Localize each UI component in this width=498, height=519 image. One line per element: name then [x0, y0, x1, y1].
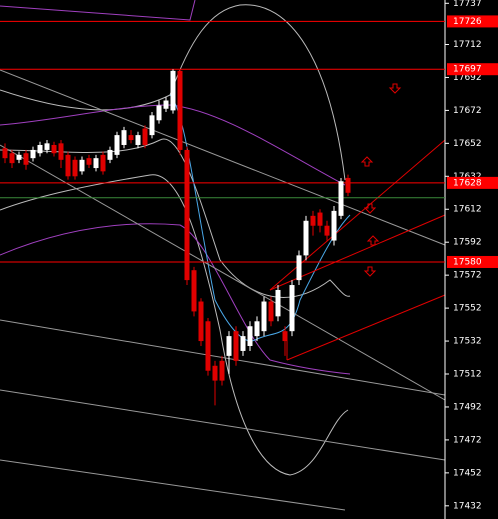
candle-body	[317, 212, 323, 226]
y-tick-label: 17472	[453, 435, 482, 445]
candle-body	[107, 149, 113, 160]
candle-body	[212, 365, 218, 381]
candle-body	[9, 153, 15, 164]
trend-line	[0, 459, 346, 511]
candle-body	[338, 181, 344, 216]
purple-lower	[0, 223, 351, 375]
candle-body	[79, 159, 85, 172]
level-label-box	[447, 176, 498, 189]
y-tick-label: 17737	[453, 0, 482, 9]
down-arrow	[363, 203, 377, 214]
y-tick-label: 17552	[453, 304, 482, 314]
candle-body	[289, 285, 295, 332]
y-tick-label: 17572	[453, 271, 482, 281]
candle-body	[191, 270, 197, 312]
purple-upper	[0, 104, 346, 186]
candle-body	[114, 135, 120, 155]
level-label-box	[447, 15, 498, 28]
candle-body	[247, 326, 253, 346]
candle-body	[149, 115, 155, 136]
level-label-box	[447, 63, 498, 76]
candle-body	[233, 331, 239, 361]
y-tick-label: 17612	[453, 205, 482, 215]
trend-line	[0, 69, 446, 246]
channel-line	[269, 139, 446, 291]
candle-body	[30, 149, 36, 159]
candle-body	[324, 225, 330, 236]
candle-body	[240, 336, 246, 351]
level-label: 17628	[453, 178, 482, 188]
candle-body	[310, 215, 316, 226]
down-arrow	[363, 266, 377, 277]
candle-body	[205, 321, 211, 371]
candle-body	[296, 255, 302, 281]
candle-body	[254, 321, 260, 337]
candle-body	[2, 148, 8, 159]
candle-body	[268, 301, 274, 322]
level-label: 17697	[453, 65, 482, 75]
y-tick-label: 17652	[453, 139, 482, 149]
candle-body	[58, 143, 64, 160]
moving-average	[0, 138, 351, 298]
candle-body	[51, 144, 57, 154]
channel-line	[286, 294, 446, 361]
candle-body	[135, 135, 141, 145]
bollinger-lower	[0, 174, 349, 476]
level-label: 17726	[453, 17, 482, 27]
y-tick-label: 17452	[453, 468, 482, 478]
candle-body	[261, 301, 267, 332]
y-tick-label: 17492	[453, 402, 482, 412]
y-tick-label: 17712	[453, 40, 482, 50]
purple-top	[0, 0, 196, 21]
candle-body	[184, 149, 190, 281]
candle-body	[100, 154, 106, 172]
candle-body	[16, 154, 22, 160]
candle-body	[226, 336, 232, 356]
indicator-lines	[0, 0, 446, 511]
candle-body	[198, 301, 204, 342]
candle-body	[275, 289, 281, 317]
candle-body	[128, 135, 134, 141]
candle-body	[72, 159, 78, 177]
candle-body	[219, 360, 225, 381]
candle-body	[156, 105, 162, 121]
level-label-box	[447, 255, 498, 268]
y-tick-label: 17432	[453, 501, 482, 511]
level-label: 17580	[453, 257, 482, 267]
candle-body	[163, 100, 169, 109]
fast-ma	[169, 94, 351, 342]
trend-line	[0, 144, 446, 401]
candle-body	[37, 144, 43, 154]
trend-line	[0, 389, 446, 461]
channel-line	[269, 214, 446, 291]
y-tick-label: 17632	[453, 172, 482, 182]
candle-body	[44, 143, 50, 150]
y-tick-label: 17672	[453, 106, 482, 116]
up-arrow	[366, 235, 380, 246]
candle-body	[121, 130, 127, 145]
candle-body	[86, 158, 92, 165]
y-tick-label: 17592	[453, 238, 482, 248]
candle-body	[331, 210, 337, 241]
candle-body	[282, 331, 288, 342]
bollinger-upper	[0, 4, 346, 181]
y-tick-label: 17692	[453, 73, 482, 83]
up-arrow	[360, 156, 374, 167]
arrows	[360, 83, 402, 277]
candle-body	[142, 128, 148, 145]
candle-body	[303, 220, 309, 256]
y-tick-label: 17532	[453, 337, 482, 347]
y-tick-label: 17512	[453, 370, 482, 380]
down-arrow	[388, 83, 402, 94]
candle-body	[65, 154, 71, 177]
candle-body	[177, 70, 183, 150]
candle-body	[93, 158, 99, 169]
candle-body	[23, 153, 29, 165]
candle-body	[345, 177, 351, 193]
candle-body	[170, 70, 176, 111]
